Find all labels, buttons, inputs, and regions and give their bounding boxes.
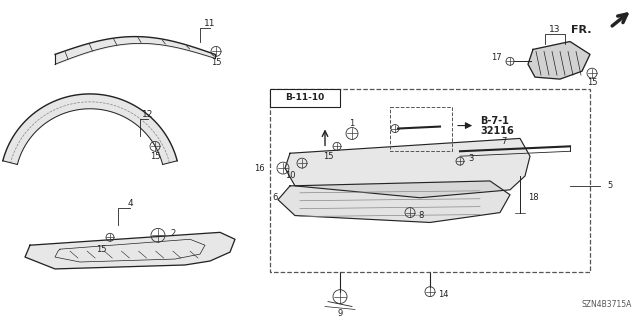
Bar: [270, 89, 590, 272]
Text: 15: 15: [323, 152, 333, 161]
Text: 11: 11: [204, 19, 216, 28]
Text: 16: 16: [254, 164, 265, 172]
Text: 2: 2: [170, 229, 175, 238]
Text: B-11-10: B-11-10: [285, 93, 324, 102]
Text: SZN4B3715A: SZN4B3715A: [582, 300, 632, 309]
Polygon shape: [285, 139, 530, 198]
Polygon shape: [278, 181, 510, 222]
Text: 3: 3: [468, 154, 474, 163]
Text: 32116: 32116: [480, 126, 514, 137]
Text: 17: 17: [492, 53, 502, 62]
Text: 18: 18: [528, 193, 539, 202]
Text: 8: 8: [418, 211, 424, 220]
Text: 4: 4: [127, 199, 133, 208]
Bar: [270, 89, 340, 107]
Text: 15: 15: [96, 245, 106, 254]
Polygon shape: [528, 42, 590, 79]
Text: 10: 10: [285, 171, 295, 180]
Text: 7: 7: [501, 137, 507, 146]
Text: 12: 12: [142, 110, 154, 119]
Polygon shape: [25, 232, 235, 269]
Text: 14: 14: [438, 290, 449, 299]
Polygon shape: [3, 94, 177, 164]
Text: 5: 5: [607, 181, 612, 190]
Text: 15: 15: [587, 77, 597, 87]
Text: 15: 15: [150, 152, 160, 161]
Text: 13: 13: [549, 25, 561, 34]
Text: 1: 1: [349, 119, 355, 128]
Text: FR.: FR.: [572, 25, 592, 35]
Bar: [390, 107, 452, 151]
Text: 6: 6: [273, 193, 278, 202]
Text: 15: 15: [211, 58, 221, 67]
Text: B-7-1: B-7-1: [480, 116, 509, 126]
Text: 9: 9: [337, 309, 342, 318]
